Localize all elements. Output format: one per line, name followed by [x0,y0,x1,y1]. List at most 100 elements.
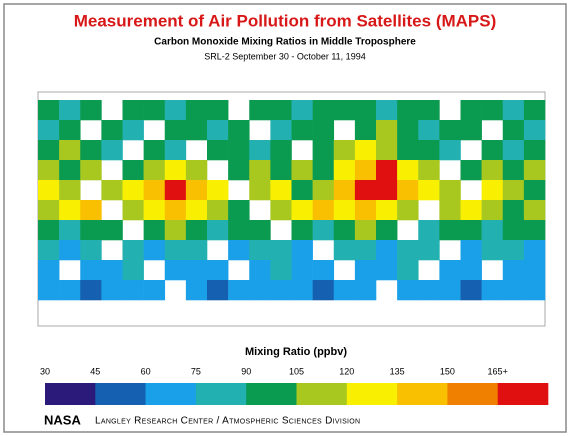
colorbar-swatch [45,383,96,405]
map-cell [502,200,525,221]
map-cell [502,120,525,141]
colorbar-tick-label: 45 [90,366,100,376]
map-cell [59,180,81,201]
map-cell [185,100,208,121]
map-cell [354,260,377,281]
map-cell [228,240,250,261]
map-cell [354,160,377,181]
map-cell [291,100,313,121]
map-cell [418,160,440,181]
map-cell [38,200,60,221]
subtitle: Carbon Monoxide Mixing Ratios in Middle … [154,37,416,48]
map-cell [143,180,166,201]
map-cell [523,200,546,221]
map-cell [333,100,356,121]
colorbar-swatch [296,383,348,405]
map-cell [164,160,187,181]
map-cell [481,160,504,181]
map-cell [333,200,356,221]
map-cell [207,200,229,221]
map-cell [38,160,60,181]
map-cell [143,220,166,241]
map-cell [185,220,208,241]
map-cell [291,120,313,141]
map-cell [122,260,144,281]
map-cell [122,120,144,141]
map-cell [376,260,398,281]
map-cell [80,100,102,121]
title: Measurement of Air Pollution from Satell… [74,11,497,30]
map-cell [460,100,482,121]
map-cell [460,160,482,181]
map-cell [164,200,187,221]
map-cell [270,180,292,201]
map-cell [143,160,166,181]
map-cell [80,220,102,241]
map-cell [523,220,546,241]
map-cell [164,140,187,161]
map-cell [502,240,525,261]
map-cell [270,140,292,161]
map-cell [228,120,250,141]
map-cell [376,180,398,201]
map-cell [376,200,398,221]
colorbar-swatch [397,383,448,405]
map-cell [291,240,313,261]
map-cell [397,160,419,181]
map-cell [38,100,60,121]
map-cell [312,120,335,141]
map-cell [207,260,229,281]
colorbar-tick-label: 75 [191,366,201,376]
map-cell [439,120,461,141]
map-cell [207,180,229,201]
colorbar-tick-label: 120 [339,366,354,376]
map-cell [270,200,292,221]
colorbar-tick-label: 90 [241,366,251,376]
map-cell [101,260,123,281]
map-cell [376,160,398,181]
map-cell [80,140,102,161]
map-cell [249,260,271,281]
map-cell [291,200,313,221]
map-cell [207,120,229,141]
map-cell [291,180,313,201]
map-cell [270,260,292,281]
map-cell [502,100,525,121]
map-cell [354,140,377,161]
map-cell [354,100,377,121]
map-cell [101,220,123,241]
map-cell [333,140,356,161]
map-cell [418,100,440,121]
map-cell [418,220,440,241]
map-cell [185,240,208,261]
map-cell [333,240,356,261]
map-cell [291,280,313,301]
map-cell [228,160,250,181]
map-cell [439,280,461,301]
map-cell [164,240,187,261]
map-cell [80,160,102,181]
map-cell [354,280,377,301]
map-cell [481,140,504,161]
map-cell [481,200,504,221]
map-cell [80,240,102,261]
map-cell [312,260,335,281]
map-cell [439,180,461,201]
map-cell [143,280,166,301]
map-cell [439,200,461,221]
map-cell [439,260,461,281]
map-cell [523,140,546,161]
map-cell [418,120,440,141]
map-cell [376,120,398,141]
map-cell [270,100,292,121]
map-cell [354,200,377,221]
map-cell [185,200,208,221]
map-cell [164,220,187,241]
map-cell [38,260,60,281]
colorbar-tick-label: 30 [40,366,50,376]
map-cell [460,200,482,221]
colorbar-swatch [95,383,146,405]
map-cell [502,160,525,181]
map-cell [228,200,250,221]
map-cell [523,240,546,261]
